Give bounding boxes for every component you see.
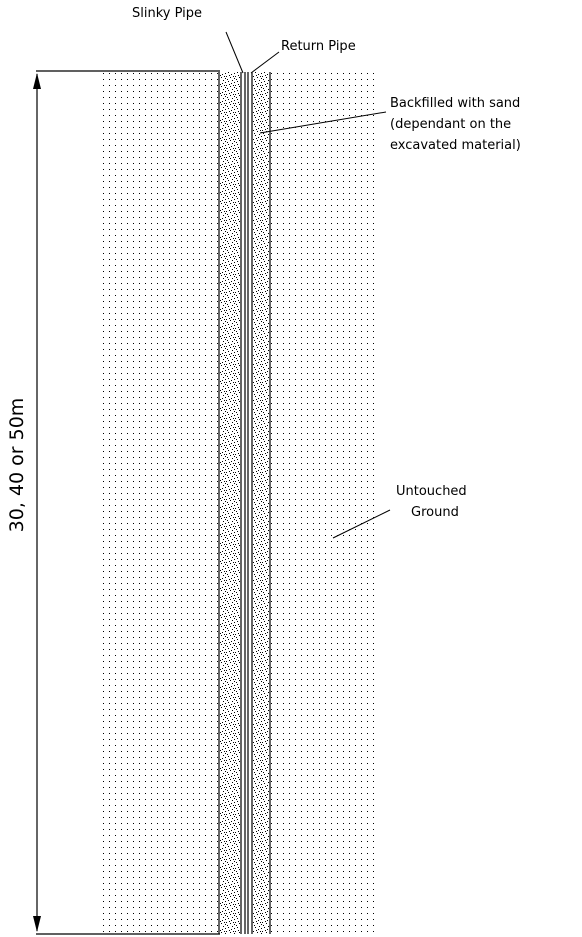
untouched-ground-label-line2: Ground <box>411 505 459 520</box>
return-pipe <box>247 72 253 934</box>
backfill-label-line3: excavated material) <box>390 138 521 153</box>
backfill-label-line2: (dependant on the <box>390 117 511 132</box>
slinky-pipe-label: Slinky Pipe <box>132 6 202 21</box>
return-pipe-label: Return Pipe <box>281 39 356 54</box>
untouched-ground-leader <box>332 509 391 539</box>
untouched-ground-left <box>98 72 219 934</box>
backfill-leader <box>259 111 387 134</box>
backfill-label-line1: Backfilled with sand <box>390 96 520 111</box>
sand-backfill-left <box>220 72 240 934</box>
sand-backfill-right <box>253 72 269 934</box>
slinky-pipe-leader <box>225 31 244 74</box>
return-pipe-leader <box>250 51 280 74</box>
depth-dimension-label: 30, 40 or 50m <box>6 398 28 533</box>
depth-dimension <box>33 73 41 932</box>
slinky-pipe <box>240 72 246 934</box>
dimension-arrow-top <box>33 73 41 89</box>
dimension-arrow-bottom <box>33 916 41 932</box>
untouched-ground-label-line1: Untouched <box>396 484 467 499</box>
untouched-ground-right <box>270 72 376 934</box>
